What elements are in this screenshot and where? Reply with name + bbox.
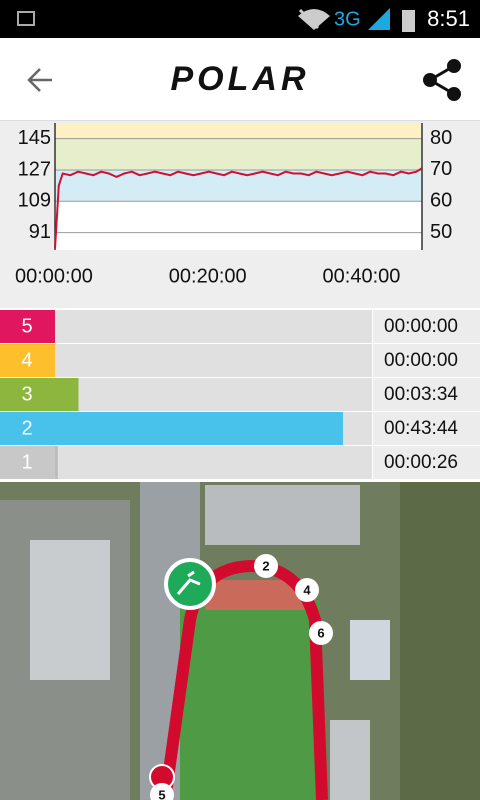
zone-label-box [0,412,55,445]
y2-tick-label: 70 [430,158,452,180]
y-tick-label: 145 [18,127,51,149]
zone-time-cell [373,446,480,479]
divider [0,120,480,121]
signal-icon [368,8,390,30]
zone-bar [55,446,58,479]
y-tick-label: 109 [18,190,51,212]
marker-label: 6 [317,625,324,640]
zone-time-cell [373,310,480,343]
zone-band [55,201,422,233]
marker-label: 5 [158,787,165,800]
zone-time: 00:03:34 [384,384,458,405]
x-tick-label: 00:40:00 [323,265,401,287]
marker [254,554,278,578]
y-tick-label: 91 [29,221,51,243]
zone-label-box [0,378,55,411]
marker-label: 4 [303,582,311,597]
share-button[interactable] [423,59,461,101]
zone-track [55,378,372,411]
battery-icon [402,10,415,32]
y2-tick-label: 50 [430,221,452,243]
zone-time: 00:00:26 [384,452,458,473]
marker [309,621,333,645]
zone-label: 4 [21,349,32,371]
clock: 8:51 [427,6,470,31]
marker [150,783,174,800]
zone-time: 00:00:00 [384,350,458,371]
zone-label-box [0,446,55,479]
gallery-icon [17,11,35,26]
zone-track [55,446,372,479]
start-icon [176,570,201,595]
zone-time: 00:00:00 [384,316,458,337]
y-tick-label: 127 [18,158,51,180]
y2-tick-label: 80 [430,127,452,149]
marker-label: 2 [262,558,269,573]
heart-rate-line [54,167,423,249]
marker [295,578,319,602]
back-button[interactable] [27,68,52,92]
zone-time-cell [373,378,480,411]
zone-label: 1 [21,451,32,473]
zone-label: 3 [21,383,32,405]
zone-label: 5 [21,315,32,337]
logo: POLAR [171,60,310,98]
zone-track [55,310,372,343]
wifi-icon [298,9,330,30]
zone-label-box [0,344,55,377]
zone-time-cell [373,412,480,445]
x-tick-label: 00:00:00 [15,265,93,287]
zone-time: 00:43:44 [384,418,458,439]
zone-label: 2 [21,417,32,439]
start-marker [164,558,216,610]
status-bar [0,0,480,38]
zone-bar [55,378,79,411]
header [0,38,480,120]
network: 3G [334,8,361,30]
zone-time-cell [373,344,480,377]
zone-band [55,123,422,139]
zone-bar [55,412,344,445]
map [0,482,480,800]
x-tick-label: 00:20:00 [169,265,247,287]
y2-tick-label: 60 [430,189,452,211]
zone-label-box [0,310,55,343]
zone-track [55,344,372,377]
zone-band [55,138,422,170]
